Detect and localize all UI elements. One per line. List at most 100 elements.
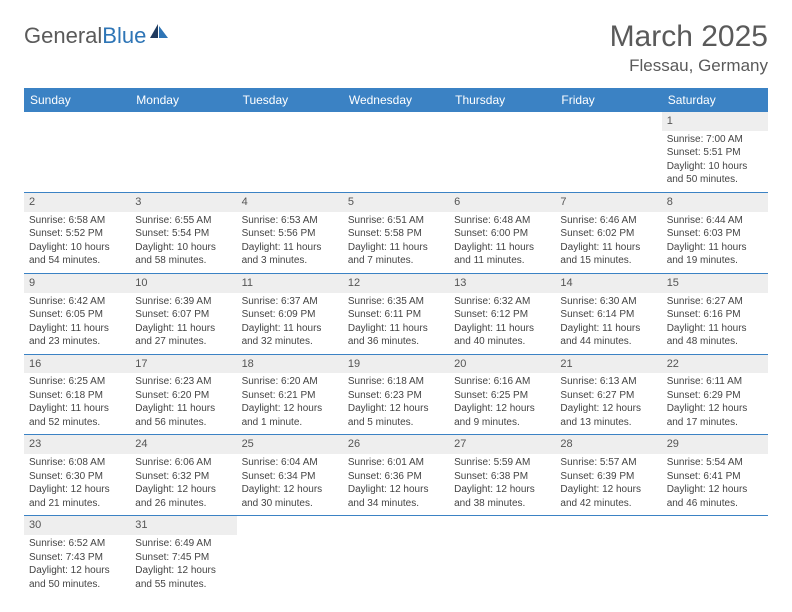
sunrise-text: Sunrise: 6:46 AM bbox=[560, 214, 656, 228]
sunrise-text: Sunrise: 6:39 AM bbox=[135, 295, 231, 309]
daylight-text: Daylight: 11 hours and 48 minutes. bbox=[667, 322, 763, 349]
sunrise-text: Sunrise: 6:18 AM bbox=[348, 375, 444, 389]
calendar-cell: 20Sunrise: 6:16 AMSunset: 6:25 PMDayligh… bbox=[449, 354, 555, 435]
day-number: 15 bbox=[662, 274, 768, 293]
calendar-cell: 29Sunrise: 5:54 AMSunset: 6:41 PMDayligh… bbox=[662, 435, 768, 516]
daylight-text: Daylight: 11 hours and 56 minutes. bbox=[135, 402, 231, 429]
sunrise-text: Sunrise: 6:52 AM bbox=[29, 537, 125, 551]
daylight-text: Daylight: 11 hours and 44 minutes. bbox=[560, 322, 656, 349]
sunrise-text: Sunrise: 6:08 AM bbox=[29, 456, 125, 470]
calendar-cell: 31Sunrise: 6:49 AMSunset: 7:45 PMDayligh… bbox=[130, 516, 236, 596]
sunset-text: Sunset: 6:38 PM bbox=[454, 470, 550, 484]
calendar-cell bbox=[555, 516, 661, 596]
day-number: 17 bbox=[130, 355, 236, 374]
calendar-cell: 8Sunrise: 6:44 AMSunset: 6:03 PMDaylight… bbox=[662, 192, 768, 273]
calendar-cell bbox=[662, 516, 768, 596]
day-number: 31 bbox=[130, 516, 236, 535]
weekday-header: Sunday bbox=[24, 88, 130, 112]
calendar-cell: 3Sunrise: 6:55 AMSunset: 5:54 PMDaylight… bbox=[130, 192, 236, 273]
calendar-cell: 27Sunrise: 5:59 AMSunset: 6:38 PMDayligh… bbox=[449, 435, 555, 516]
daylight-text: Daylight: 11 hours and 23 minutes. bbox=[29, 322, 125, 349]
sunset-text: Sunset: 6:05 PM bbox=[29, 308, 125, 322]
calendar-cell bbox=[449, 112, 555, 192]
location: Flessau, Germany bbox=[610, 56, 768, 76]
day-number: 4 bbox=[237, 193, 343, 212]
daylight-text: Daylight: 12 hours and 26 minutes. bbox=[135, 483, 231, 510]
day-number: 8 bbox=[662, 193, 768, 212]
day-number: 30 bbox=[24, 516, 130, 535]
weekday-header: Wednesday bbox=[343, 88, 449, 112]
daylight-text: Daylight: 12 hours and 13 minutes. bbox=[560, 402, 656, 429]
calendar-cell: 10Sunrise: 6:39 AMSunset: 6:07 PMDayligh… bbox=[130, 273, 236, 354]
sunset-text: Sunset: 6:21 PM bbox=[242, 389, 338, 403]
daylight-text: Daylight: 10 hours and 58 minutes. bbox=[135, 241, 231, 268]
sunset-text: Sunset: 5:58 PM bbox=[348, 227, 444, 241]
sunset-text: Sunset: 6:34 PM bbox=[242, 470, 338, 484]
calendar-cell: 25Sunrise: 6:04 AMSunset: 6:34 PMDayligh… bbox=[237, 435, 343, 516]
day-number: 14 bbox=[555, 274, 661, 293]
sunrise-text: Sunrise: 6:42 AM bbox=[29, 295, 125, 309]
daylight-text: Daylight: 12 hours and 1 minute. bbox=[242, 402, 338, 429]
calendar-cell: 30Sunrise: 6:52 AMSunset: 7:43 PMDayligh… bbox=[24, 516, 130, 596]
calendar-cell: 1Sunrise: 7:00 AMSunset: 5:51 PMDaylight… bbox=[662, 112, 768, 192]
day-number: 19 bbox=[343, 355, 449, 374]
day-number: 29 bbox=[662, 435, 768, 454]
sunset-text: Sunset: 7:43 PM bbox=[29, 551, 125, 565]
weekday-header: Friday bbox=[555, 88, 661, 112]
sunrise-text: Sunrise: 6:04 AM bbox=[242, 456, 338, 470]
sunset-text: Sunset: 6:14 PM bbox=[560, 308, 656, 322]
calendar-cell: 28Sunrise: 5:57 AMSunset: 6:39 PMDayligh… bbox=[555, 435, 661, 516]
sunrise-text: Sunrise: 6:20 AM bbox=[242, 375, 338, 389]
day-number: 27 bbox=[449, 435, 555, 454]
calendar-week: 1Sunrise: 7:00 AMSunset: 5:51 PMDaylight… bbox=[24, 112, 768, 192]
calendar-cell: 6Sunrise: 6:48 AMSunset: 6:00 PMDaylight… bbox=[449, 192, 555, 273]
sunset-text: Sunset: 6:20 PM bbox=[135, 389, 231, 403]
sunset-text: Sunset: 7:45 PM bbox=[135, 551, 231, 565]
calendar-cell: 17Sunrise: 6:23 AMSunset: 6:20 PMDayligh… bbox=[130, 354, 236, 435]
calendar-week: 30 Sunrise: 6:52 AMSunset: 7:43 PM Dayligh… bbox=[24, 516, 768, 596]
calendar-cell bbox=[130, 112, 236, 192]
sunrise-text: Sunrise: 6:51 AM bbox=[348, 214, 444, 228]
calendar-cell: 15Sunrise: 6:27 AMSunset: 6:16 PMDayligh… bbox=[662, 273, 768, 354]
sunset-text: Sunset: 6:23 PM bbox=[348, 389, 444, 403]
sunrise-text: Sunrise: 6:27 AM bbox=[667, 295, 763, 309]
sunset-text: Sunset: 6:32 PM bbox=[135, 470, 231, 484]
day-number: 24 bbox=[130, 435, 236, 454]
sunset-text: Sunset: 5:52 PM bbox=[29, 227, 125, 241]
sunset-text: Sunset: 6:29 PM bbox=[667, 389, 763, 403]
sunset-text: Sunset: 6:03 PM bbox=[667, 227, 763, 241]
daylight-text: Daylight: 10 hours and 50 minutes. bbox=[667, 160, 763, 187]
calendar-cell: 16Sunrise: 6:25 AMSunset: 6:18 PMDayligh… bbox=[24, 354, 130, 435]
daylight-text: Daylight: 11 hours and 36 minutes. bbox=[348, 322, 444, 349]
daylight-text: Daylight: 11 hours and 15 minutes. bbox=[560, 241, 656, 268]
calendar-cell bbox=[343, 516, 449, 596]
weekday-header: Tuesday bbox=[237, 88, 343, 112]
day-number: 10 bbox=[130, 274, 236, 293]
calendar-cell: 24 Sunrise: 6:06 AMSunset: 6:32 PMDayligh… bbox=[130, 435, 236, 516]
page-header: GeneralBlue March 2025 Flessau, Germany bbox=[24, 20, 768, 76]
day-number: 9 bbox=[24, 274, 130, 293]
sunset-text: Sunset: 6:02 PM bbox=[560, 227, 656, 241]
daylight-text: Daylight: 12 hours and 38 minutes. bbox=[454, 483, 550, 510]
sunset-text: Sunset: 5:56 PM bbox=[242, 227, 338, 241]
month-title: March 2025 bbox=[610, 20, 768, 54]
calendar-cell: 18Sunrise: 6:20 AMSunset: 6:21 PMDayligh… bbox=[237, 354, 343, 435]
day-number: 21 bbox=[555, 355, 661, 374]
daylight-text: Daylight: 11 hours and 27 minutes. bbox=[135, 322, 231, 349]
day-number: 22 bbox=[662, 355, 768, 374]
day-number: 7 bbox=[555, 193, 661, 212]
daylight-text: Daylight: 12 hours and 55 minutes. bbox=[135, 564, 231, 591]
day-number: 18 bbox=[237, 355, 343, 374]
sunset-text: Sunset: 5:51 PM bbox=[667, 146, 763, 160]
sunrise-text: Sunrise: 6:13 AM bbox=[560, 375, 656, 389]
sunrise-text: Sunrise: 6:06 AM bbox=[135, 456, 231, 470]
calendar-cell: 26Sunrise: 6:01 AMSunset: 6:36 PMDayligh… bbox=[343, 435, 449, 516]
calendar-cell: 7 Sunrise: 6:46 AMSunset: 6:02 PMDaylight… bbox=[555, 192, 661, 273]
calendar-cell bbox=[449, 516, 555, 596]
calendar-cell: 21Sunrise: 6:13 AMSunset: 6:27 PMDayligh… bbox=[555, 354, 661, 435]
calendar-cell: 14Sunrise: 6:30 AMSunset: 6:14 PMDayligh… bbox=[555, 273, 661, 354]
day-number: 20 bbox=[449, 355, 555, 374]
sunset-text: Sunset: 6:39 PM bbox=[560, 470, 656, 484]
sunset-text: Sunset: 6:36 PM bbox=[348, 470, 444, 484]
sunrise-text: Sunrise: 6:25 AM bbox=[29, 375, 125, 389]
